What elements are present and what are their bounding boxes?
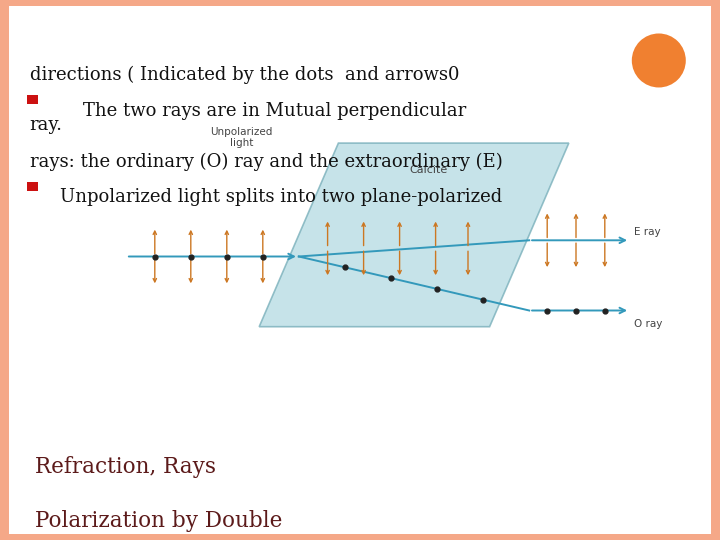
Text: Refraction, Rays: Refraction, Rays xyxy=(35,456,215,478)
Text: The two rays are in Mutual perpendicular: The two rays are in Mutual perpendicular xyxy=(60,102,466,119)
Text: Polarization by Double: Polarization by Double xyxy=(35,510,282,532)
Text: O ray: O ray xyxy=(634,319,662,329)
Text: Unpolarized
light: Unpolarized light xyxy=(210,127,272,148)
Bar xyxy=(27,96,38,104)
Text: Calcite: Calcite xyxy=(409,165,448,175)
FancyBboxPatch shape xyxy=(9,6,711,534)
Text: directions ( Indicated by the dots  and arrows0: directions ( Indicated by the dots and a… xyxy=(30,66,459,84)
Text: Unpolarized light splits into two plane-polarized: Unpolarized light splits into two plane-… xyxy=(60,188,502,206)
Text: rays: the ordinary (O) ray and the extraordinary (E): rays: the ordinary (O) ray and the extra… xyxy=(30,152,503,171)
Bar xyxy=(27,182,38,191)
Text: ray.: ray. xyxy=(30,116,63,133)
Text: E ray: E ray xyxy=(634,227,660,237)
Ellipse shape xyxy=(632,33,686,87)
Polygon shape xyxy=(259,143,569,327)
